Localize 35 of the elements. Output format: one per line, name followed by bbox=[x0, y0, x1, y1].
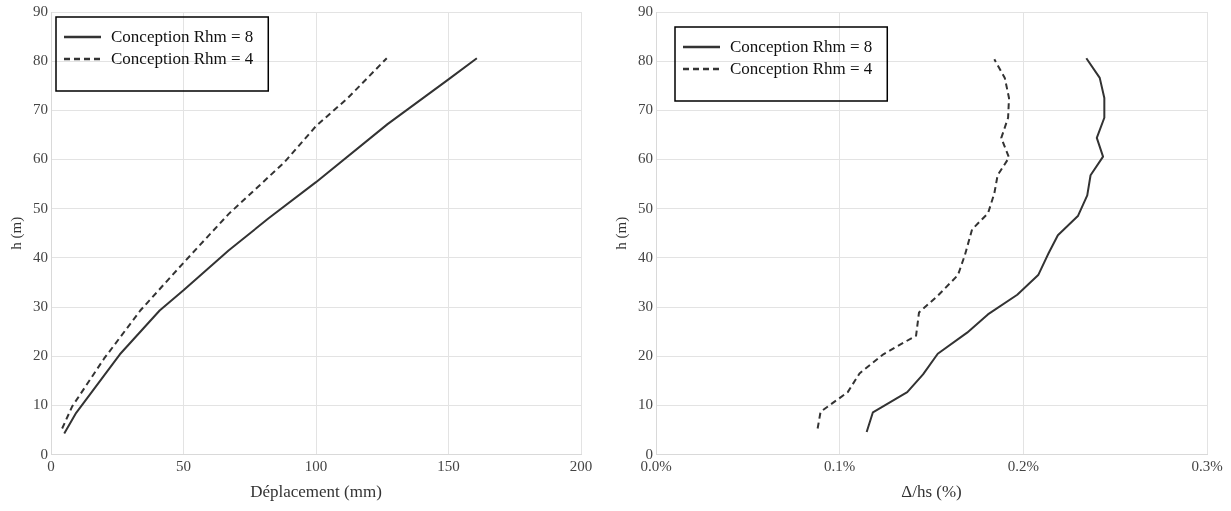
x-tick-label: 150 bbox=[437, 457, 460, 474]
x-tick-label: 0.1% bbox=[824, 457, 856, 474]
y-tick-label: 30 bbox=[638, 298, 653, 314]
x-tick-label: 100 bbox=[304, 457, 328, 474]
y-tick-label: 30 bbox=[33, 298, 48, 314]
legend-label: Conception Rhm = 8 bbox=[111, 27, 254, 47]
legend-label: Conception Rhm = 8 bbox=[730, 37, 873, 57]
y-tick-label: 70 bbox=[33, 101, 48, 118]
y-axis-title: h (m) bbox=[612, 216, 630, 250]
y-tick-label: 10 bbox=[638, 396, 653, 413]
y-tick-label: 40 bbox=[638, 248, 653, 265]
y-tick-label: 90 bbox=[33, 2, 48, 19]
x-tick-label: 0.2% bbox=[1007, 457, 1039, 474]
y-tick-label: 10 bbox=[33, 396, 48, 413]
x-tick-label: 200 bbox=[569, 457, 593, 474]
y-tick-label: 0 bbox=[645, 445, 653, 462]
y-tick-label: 50 bbox=[33, 199, 48, 216]
x-tick-label: 0.3% bbox=[1191, 457, 1223, 474]
y-tick-label: 0 bbox=[40, 445, 48, 462]
y-tick-label: 60 bbox=[33, 150, 48, 167]
y-tick-label: 20 bbox=[33, 347, 48, 364]
y-tick-label: 50 bbox=[638, 199, 653, 216]
x-tick-label: 50 bbox=[176, 457, 191, 474]
y-tick-label: 80 bbox=[33, 52, 48, 69]
y-axis-title: h (m) bbox=[7, 216, 25, 250]
y-tick-label: 90 bbox=[638, 2, 653, 19]
legend-label: Conception Rhm = 4 bbox=[730, 59, 873, 79]
y-tick-label: 20 bbox=[638, 347, 653, 364]
x-axis-title: Δ/hs (%) bbox=[901, 482, 962, 502]
legend-label: Conception Rhm = 4 bbox=[111, 49, 254, 69]
y-tick-label: 60 bbox=[638, 150, 653, 167]
y-tick-label: 40 bbox=[33, 248, 48, 265]
x-axis-title: Déplacement (mm) bbox=[250, 482, 382, 502]
y-tick-label: 80 bbox=[638, 52, 653, 69]
y-tick-label: 70 bbox=[638, 101, 653, 118]
